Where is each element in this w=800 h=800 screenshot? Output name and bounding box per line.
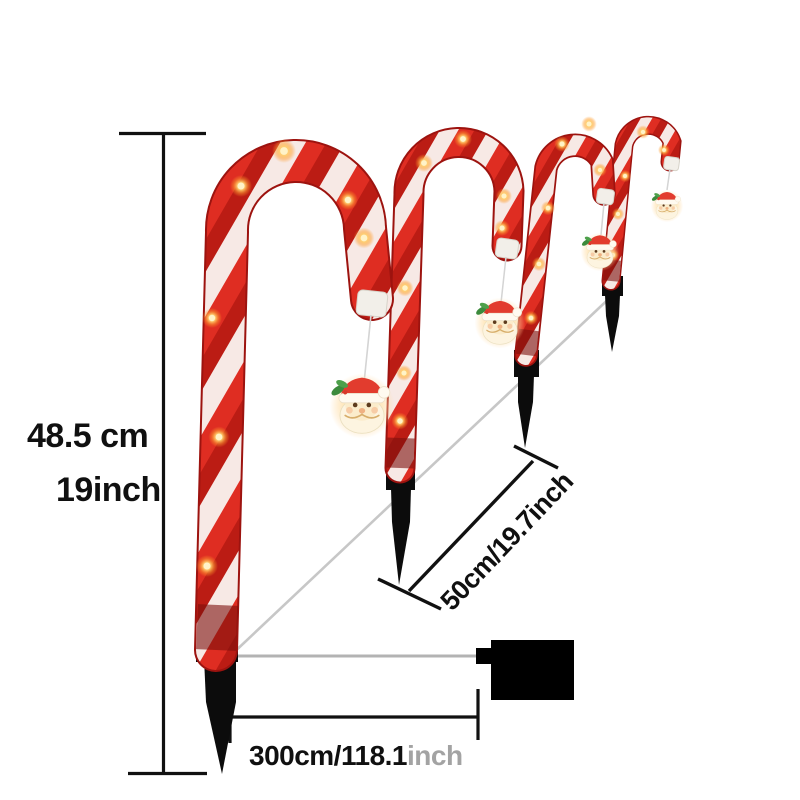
ground-stake-3 — [518, 375, 534, 448]
ground-stake-2 — [391, 488, 411, 585]
spacing-dimension-line — [377, 444, 559, 611]
hook-cap-3 — [595, 187, 615, 206]
power-box — [476, 640, 574, 700]
total-length-unit: inch — [407, 740, 463, 771]
guide-line-diagonal — [227, 291, 617, 659]
santa-pendant-1 — [328, 372, 396, 440]
candy-cane-3 — [514, 116, 620, 448]
santa-pendant-2 — [473, 296, 527, 350]
total-length-label: 300cm/118.1inch — [249, 740, 463, 771]
santa-pendant-3 — [580, 232, 620, 272]
ground-stake-1 — [204, 658, 236, 774]
candy-cane-2 — [384, 127, 527, 585]
santa-pendant-4 — [650, 189, 684, 223]
pendant-string-4 — [666, 168, 671, 191]
height-label-imperial: 19inch — [56, 471, 161, 509]
hook-cap-4 — [663, 155, 681, 172]
total-length-value: 300cm/118.1 — [249, 740, 407, 771]
height-dimension-line — [119, 131, 207, 776]
hook-cap-2 — [494, 237, 520, 260]
pendant-string-1 — [363, 314, 372, 384]
guide-lines — [227, 291, 617, 659]
pendant-string-2 — [500, 256, 507, 304]
ground-stake-4 — [605, 295, 620, 352]
power-box-plug — [476, 648, 493, 664]
power-box-body — [491, 640, 574, 700]
height-label-metric: 48.5 cm — [27, 417, 148, 455]
hook-cap-1 — [355, 289, 389, 318]
pendant-string-3 — [600, 202, 605, 236]
candy-cane-4 — [601, 115, 684, 352]
candy-cane-1 — [194, 139, 396, 774]
